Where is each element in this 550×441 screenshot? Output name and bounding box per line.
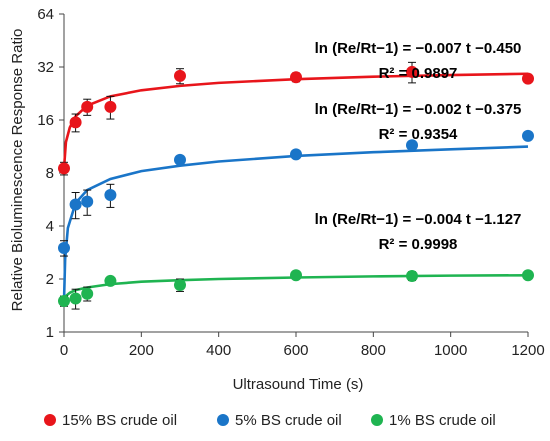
legend-label-1pct: 1% BS crude oil (389, 412, 496, 429)
data-point (406, 270, 418, 283)
y-tick-label: 4 (46, 218, 54, 235)
fit-curves (62, 72, 529, 302)
r2-15pct: R² = 0.9897 (379, 65, 458, 82)
x-tick-label: 0 (60, 342, 68, 359)
x-tick-label: 200 (129, 342, 154, 359)
data-point (290, 71, 302, 84)
legend-label-15pct: 15% BS crude oil (62, 412, 177, 429)
y-tick-label: 64 (37, 6, 54, 23)
y-tick-label: 2 (46, 271, 54, 288)
data-point (174, 69, 186, 82)
data-point (104, 188, 117, 201)
data-point (81, 100, 94, 113)
fit-curve (62, 145, 529, 302)
data-point (104, 274, 117, 287)
data-point (290, 269, 302, 282)
x-tick-label: 600 (283, 342, 308, 359)
equation-1pct: ln (Re/Rt−1) = −0.004 t −1.127 (315, 211, 522, 228)
data-point (290, 148, 302, 161)
data-point (174, 153, 186, 166)
data-point (58, 162, 70, 175)
equation-5pct: ln (Re/Rt−1) = −0.002 t −0.375 (315, 101, 522, 118)
data-point (522, 269, 534, 282)
equation-15pct: ln (Re/Rt−1) = −0.007 t −0.450 (315, 40, 522, 57)
data-point (81, 195, 94, 208)
x-axis-title: Ultrasound Time (s) (233, 376, 364, 393)
x-tick-label: 800 (361, 342, 386, 359)
data-point (81, 287, 94, 300)
data-point (69, 198, 82, 211)
legend-marker-15pct (44, 414, 56, 426)
data-point (174, 278, 186, 291)
x-tick-label: 400 (206, 342, 231, 359)
legend: 15% BS crude oil 5% BS crude oil 1% BS c… (44, 412, 496, 429)
data-point (58, 294, 70, 307)
y-tick-label: 1 (46, 324, 54, 341)
y-tick-label: 16 (37, 112, 54, 129)
legend-label-5pct: 5% BS crude oil (235, 412, 342, 429)
fit-curve (62, 72, 529, 169)
r2-5pct: R² = 0.9354 (379, 126, 458, 143)
ticks: 0 200 400 600 800 1000 1200 1 2 4 8 16 32 64 (37, 6, 544, 359)
data-point (522, 129, 534, 142)
data-point (69, 116, 82, 129)
fit-curve (62, 273, 529, 302)
data-point (406, 65, 418, 78)
r2-1pct: R² = 0.9998 (379, 236, 458, 253)
data-point (104, 100, 117, 113)
data-point (522, 72, 534, 85)
y-tick-label: 32 (37, 59, 54, 76)
y-axis-title: Relative Bioluminescence Response Ratio (9, 29, 26, 312)
legend-marker-5pct (217, 414, 229, 426)
x-tick-label: 1200 (511, 342, 544, 359)
data-points (58, 65, 534, 307)
data-point (69, 292, 82, 305)
data-point (406, 139, 418, 152)
data-point (58, 241, 70, 254)
y-tick-label: 8 (46, 165, 54, 182)
x-tick-label: 1000 (434, 342, 467, 359)
legend-marker-1pct (371, 414, 383, 426)
